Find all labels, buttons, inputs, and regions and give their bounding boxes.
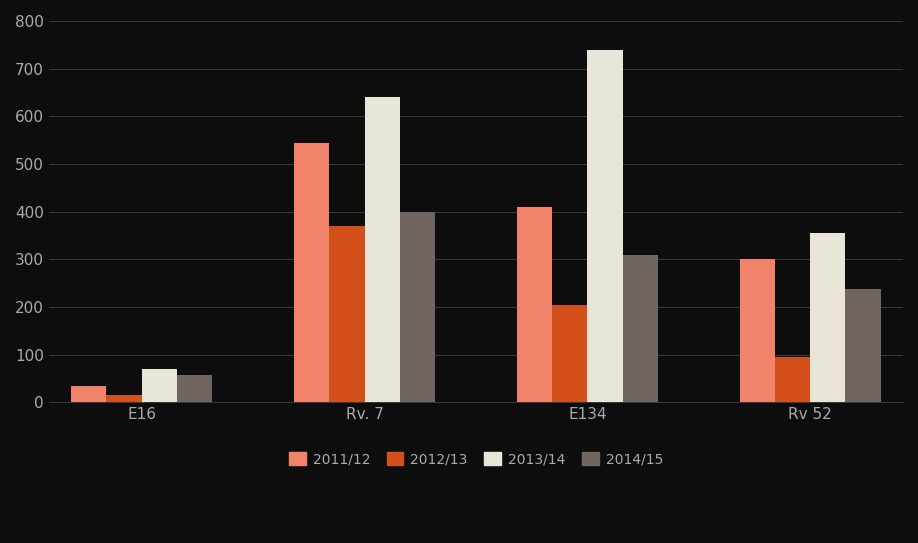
Legend: 2011/12, 2012/13, 2013/14, 2014/15: 2011/12, 2012/13, 2013/14, 2014/15	[284, 447, 668, 472]
Bar	[622, 255, 658, 402]
Bar	[552, 305, 588, 402]
Bar	[588, 49, 622, 402]
Bar	[517, 207, 552, 402]
Bar	[845, 289, 880, 402]
Bar	[330, 226, 364, 402]
Bar	[400, 212, 435, 402]
Bar	[740, 260, 775, 402]
Bar	[71, 386, 106, 402]
Bar	[141, 369, 177, 402]
Bar	[364, 97, 400, 402]
Bar	[106, 395, 141, 402]
Bar	[775, 357, 811, 402]
Bar	[177, 375, 212, 402]
Bar	[294, 143, 330, 402]
Bar	[811, 233, 845, 402]
